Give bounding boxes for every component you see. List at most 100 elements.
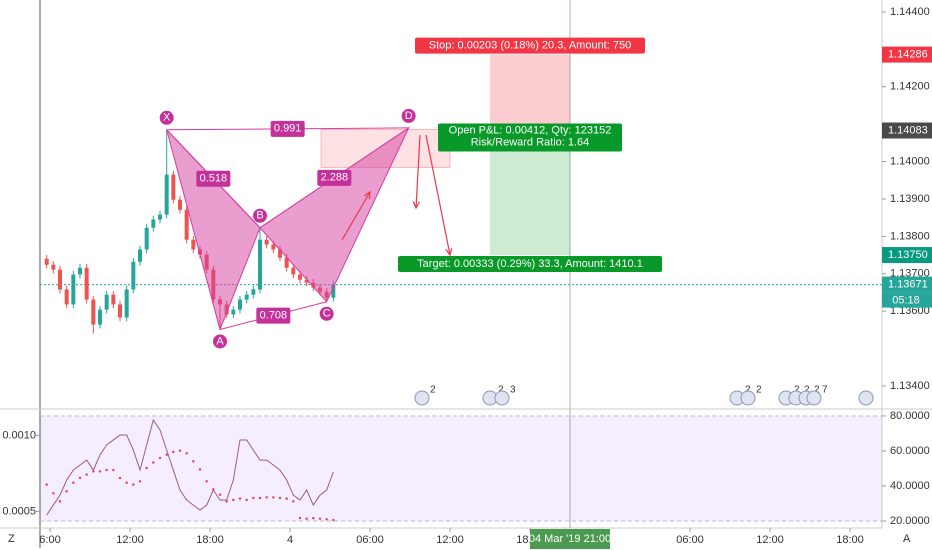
target-label: Target: 0.00333 (0.29%) 33.3, Amount: 14… <box>417 258 643 270</box>
y-tick-label: 1.14000 <box>890 155 930 167</box>
candle-body <box>111 294 116 305</box>
x-tick-label: 06:00 <box>676 534 704 546</box>
indicator-dot <box>112 468 115 472</box>
crosshair-badge <box>530 529 610 549</box>
corner-label: A <box>903 533 911 545</box>
candle-body <box>231 309 236 315</box>
candle-body <box>138 249 142 262</box>
candle-body <box>98 309 102 325</box>
ratio-label: 0.518 <box>200 173 228 185</box>
y-tick-label: 1.13800 <box>890 230 930 242</box>
ratio-badge <box>196 170 231 187</box>
indicator-dot <box>292 500 295 503</box>
indicator-dot <box>198 468 202 471</box>
y2-tick-label: 0.0005 <box>2 505 36 517</box>
y-tick-label: 1.13600 <box>890 305 930 317</box>
projection-arrow <box>341 191 371 241</box>
x-tick-label: 06:00 <box>356 534 384 546</box>
indicator-dot <box>98 470 102 473</box>
event-count: 2 <box>756 385 762 396</box>
candle-body <box>271 244 276 250</box>
stop-zone <box>490 54 570 131</box>
candle-body <box>251 289 256 295</box>
indicator-dot <box>278 496 282 500</box>
candle-body <box>84 267 89 300</box>
y-tick-label: 1.14400 <box>890 6 930 18</box>
projection-arrowhead <box>363 190 371 200</box>
indicator-dot <box>298 516 302 520</box>
candle-body <box>171 174 176 200</box>
indicator-dot <box>252 496 255 500</box>
ratio-badge <box>270 120 305 137</box>
candle-body <box>238 299 242 310</box>
candle-body <box>118 304 122 318</box>
event-icon <box>414 390 430 406</box>
x-tick-label: 18:00 <box>196 534 224 546</box>
candle-body <box>78 267 82 275</box>
candle-body <box>158 214 162 220</box>
x-tick-label: 12:00 <box>436 534 464 546</box>
event-count: 2 <box>814 385 820 396</box>
candle-body <box>304 279 309 283</box>
indicator-dot <box>118 476 122 480</box>
ratio-label: 0.708 <box>260 310 288 322</box>
candle-body <box>178 199 182 210</box>
event-icon <box>740 390 756 406</box>
candle-body <box>91 299 96 325</box>
y-tick-label: 1.13400 <box>890 380 930 392</box>
candle-body <box>258 239 262 290</box>
event-count: 3 <box>510 385 516 396</box>
pattern-point-badge <box>319 306 334 321</box>
candle-body <box>278 249 282 258</box>
price-badge <box>882 46 932 63</box>
pattern-point-label: X <box>163 112 171 124</box>
event-count: 2 <box>794 385 800 396</box>
candle-body <box>244 294 249 300</box>
x-tick-label: 6:00 <box>39 534 60 546</box>
y-tick-label: 80.0000 <box>890 410 930 422</box>
pattern-point-label: A <box>216 335 224 347</box>
y-tick-label: 1.13900 <box>890 193 930 205</box>
price-badge-label: 1.14083 <box>888 124 928 136</box>
candle-body <box>71 274 76 305</box>
price-badge-label: 1.14286 <box>888 49 928 61</box>
indicator-dot <box>258 496 262 500</box>
y-tick-label: 40.0000 <box>890 480 930 492</box>
event-icon <box>858 390 874 406</box>
indicator-dot <box>52 492 55 495</box>
ratio-badge <box>256 307 291 324</box>
event-icon <box>806 390 822 406</box>
candle-body <box>131 261 136 290</box>
indicator-dot <box>225 500 228 503</box>
pattern-point-badge <box>401 108 416 123</box>
indicator-dot <box>332 518 335 522</box>
candle-body <box>51 264 56 270</box>
indicator-band <box>40 415 882 522</box>
y-tick-label: 20.0000 <box>890 515 930 527</box>
pattern-point-badge <box>213 334 227 349</box>
candle-body <box>104 294 109 310</box>
indicator-dot <box>45 483 48 486</box>
ratio-label: 0.991 <box>274 123 302 135</box>
price-badge <box>882 122 932 139</box>
pnl-label: Open P&L: 0.00412, Qty: 123152 <box>449 124 612 136</box>
indicator-dot <box>145 466 148 470</box>
indicator-dot <box>205 480 208 483</box>
event-icon <box>494 390 510 406</box>
projection-arrowhead <box>445 248 453 257</box>
ratio-badge <box>317 169 352 186</box>
x-tick-label: 12:00 <box>756 534 784 546</box>
countdown-badge <box>882 292 932 308</box>
indicator-dot <box>212 488 215 491</box>
indicator-dot <box>125 481 128 484</box>
x-tick-label: 12:00 <box>116 534 144 546</box>
indicator-dot <box>305 517 308 520</box>
pattern-point-label: D <box>405 110 413 122</box>
indicator-line <box>46 418 334 516</box>
pattern-point-badge <box>253 208 267 223</box>
y-tick-label: 60.0000 <box>890 445 930 457</box>
candle-body <box>284 257 289 268</box>
indicator-dot <box>245 498 248 502</box>
